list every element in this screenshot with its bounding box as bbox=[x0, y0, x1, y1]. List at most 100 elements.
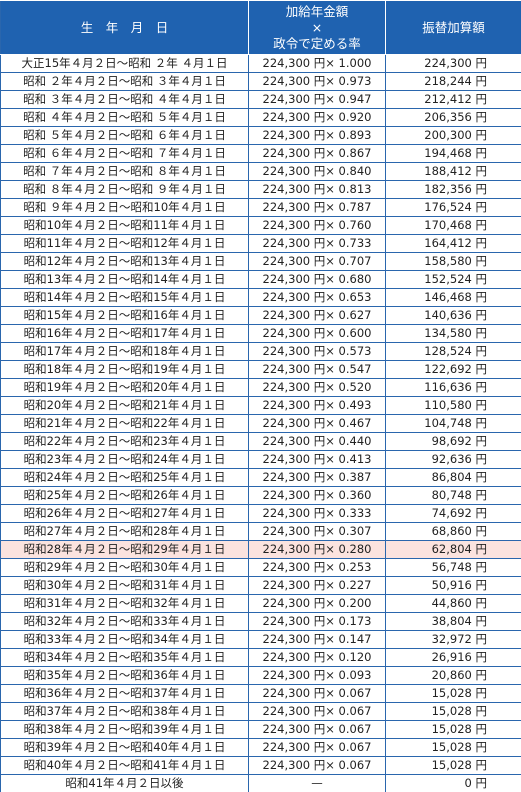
table-cell: 38,804 円 bbox=[385, 612, 521, 631]
table-cell: 224,300 円× 0.653 bbox=[248, 288, 386, 307]
header-row: 生 年 月 日 加給年金額 × 政令で定める率 振替加算額 bbox=[0, 0, 521, 55]
table-cell: 昭和11年４月２日～昭和12年４月１日 bbox=[0, 234, 249, 253]
table-cell: — bbox=[248, 774, 386, 792]
table-cell: 134,580 円 bbox=[385, 324, 521, 343]
table-cell: 224,300 円× 0.067 bbox=[248, 720, 386, 739]
table-cell: 200,300 円 bbox=[385, 126, 521, 145]
table-cell: 224,300 円× 0.547 bbox=[248, 360, 386, 379]
table-cell: 224,300 円× 0.333 bbox=[248, 504, 386, 523]
table-cell: 146,468 円 bbox=[385, 288, 521, 307]
table-cell: 昭和23年４月２日～昭和24年４月１日 bbox=[0, 450, 249, 469]
table-cell: 昭和15年４月２日～昭和16年４月１日 bbox=[0, 306, 249, 325]
table-cell: 昭和39年４月２日～昭和40年４月１日 bbox=[0, 738, 249, 757]
table-cell: 昭和 ２年４月２日～昭和 ３年４月１日 bbox=[0, 72, 249, 91]
table-cell: 32,972 円 bbox=[385, 630, 521, 649]
table-cell: 15,028 円 bbox=[385, 720, 521, 739]
table-row: 昭和32年４月２日～昭和33年４月１日 224,300 円× 0.173 38,80… bbox=[0, 612, 521, 631]
table-cell: 昭和14年４月２日～昭和15年４月１日 bbox=[0, 288, 249, 307]
table-cell: 昭和31年４月２日～昭和32年４月１日 bbox=[0, 594, 249, 613]
table-cell: 224,300 円× 0.307 bbox=[248, 522, 386, 541]
table-cell: 昭和25年４月２日～昭和26年４月１日 bbox=[0, 486, 249, 505]
table-row: 大正15年４月２日～昭和 ２年 ４月１日 224,300 円× 1.000 224,… bbox=[0, 54, 521, 73]
table-cell: 224,300 円× 0.600 bbox=[248, 324, 386, 343]
table-cell: 224,300 円× 0.227 bbox=[248, 576, 386, 595]
table-cell: 昭和 ３年４月２日～昭和 ４年４月１日 bbox=[0, 90, 249, 109]
table-cell: 86,804 円 bbox=[385, 468, 521, 487]
table-cell: 昭和18年４月２日～昭和19年４月１日 bbox=[0, 360, 249, 379]
table-row: 昭和 ２年４月２日～昭和 ３年４月１日 224,300 円× 0.973 218,2… bbox=[0, 72, 521, 91]
table-row: 昭和24年４月２日～昭和25年４月１日 224,300 円× 0.387 86,80… bbox=[0, 468, 521, 487]
table-cell: 56,748 円 bbox=[385, 558, 521, 577]
table-cell: 224,300 円× 0.413 bbox=[248, 450, 386, 469]
table-row: 昭和36年４月２日～昭和37年４月１日 224,300 円× 0.067 15,02… bbox=[0, 684, 521, 703]
table-cell: 昭和27年４月２日～昭和28年４月１日 bbox=[0, 522, 249, 541]
table-row: 昭和19年４月２日～昭和20年４月１日 224,300 円× 0.520 116,6… bbox=[0, 378, 521, 397]
table-cell: 20,860 円 bbox=[385, 666, 521, 685]
table-row: 昭和28年４月２日～昭和29年４月１日 224,300 円× 0.280 62,80… bbox=[0, 540, 521, 559]
table-row: 昭和16年４月２日～昭和17年４月１日 224,300 円× 0.600 134,5… bbox=[0, 324, 521, 343]
header-line: 加給年金額 bbox=[285, 3, 349, 19]
table-cell: 15,028 円 bbox=[385, 702, 521, 721]
table-cell: 218,244 円 bbox=[385, 72, 521, 91]
table-cell: 44,860 円 bbox=[385, 594, 521, 613]
table-cell: 昭和29年４月２日～昭和30年４月１日 bbox=[0, 558, 249, 577]
table-cell: 224,300 円× 0.760 bbox=[248, 216, 386, 235]
table-cell: 224,300 円× 0.173 bbox=[248, 612, 386, 631]
table-cell: 昭和 ５年４月２日～昭和 ６年４月１日 bbox=[0, 126, 249, 145]
table-cell: 26,916 円 bbox=[385, 648, 521, 667]
table-row: 昭和34年４月２日～昭和35年４月１日 224,300 円× 0.120 26,91… bbox=[0, 648, 521, 667]
table-row: 昭和 ３年４月２日～昭和 ４年４月１日 224,300 円× 0.947 212,4… bbox=[0, 90, 521, 109]
table-cell: 158,580 円 bbox=[385, 252, 521, 271]
table-row: 昭和18年４月２日～昭和19年４月１日 224,300 円× 0.547 122,6… bbox=[0, 360, 521, 379]
table-cell: 昭和 ８年４月２日～昭和 ９年４月１日 bbox=[0, 180, 249, 199]
table-cell: 昭和30年４月２日～昭和31年４月１日 bbox=[0, 576, 249, 595]
table-cell: 昭和41年４月２日以後 bbox=[0, 774, 249, 792]
table-cell: 224,300 円× 0.067 bbox=[248, 702, 386, 721]
table-cell: 15,028 円 bbox=[385, 756, 521, 775]
table-cell: 224,300 円× 0.067 bbox=[248, 756, 386, 775]
table-cell: 80,748 円 bbox=[385, 486, 521, 505]
header-line: 政令で定める率 bbox=[273, 35, 361, 51]
table-cell: 188,412 円 bbox=[385, 162, 521, 181]
table-cell: 0 円 bbox=[385, 774, 521, 792]
table-cell: 122,692 円 bbox=[385, 360, 521, 379]
table-cell: 224,300 円× 0.867 bbox=[248, 144, 386, 163]
table-cell: 224,300 円× 0.093 bbox=[248, 666, 386, 685]
table-row: 昭和37年４月２日～昭和38年４月１日 224,300 円× 0.067 15,02… bbox=[0, 702, 521, 721]
table-cell: 昭和21年４月２日～昭和22年４月１日 bbox=[0, 414, 249, 433]
table-cell: 224,300 円× 0.893 bbox=[248, 126, 386, 145]
table-cell: 昭和10年４月２日～昭和11年４月１日 bbox=[0, 216, 249, 235]
header-cell: 加給年金額 × 政令で定める率 bbox=[248, 0, 386, 55]
table-cell: 140,636 円 bbox=[385, 306, 521, 325]
table-row: 昭和22年４月２日～昭和23年４月１日 224,300 円× 0.440 98,69… bbox=[0, 432, 521, 451]
table-cell: 224,300 円× 0.947 bbox=[248, 90, 386, 109]
table-row: 昭和14年４月２日～昭和15年４月１日 224,300 円× 0.653 146,4… bbox=[0, 288, 521, 307]
table-row: 昭和13年４月２日～昭和14年４月１日 224,300 円× 0.680 152,5… bbox=[0, 270, 521, 289]
table-row: 昭和 ４年４月２日～昭和 ５年４月１日 224,300 円× 0.920 206,3… bbox=[0, 108, 521, 127]
table-row: 昭和25年４月２日～昭和26年４月１日 224,300 円× 0.360 80,74… bbox=[0, 486, 521, 505]
table-row: 昭和33年４月２日～昭和34年４月１日 224,300 円× 0.147 32,97… bbox=[0, 630, 521, 649]
table-row: 昭和35年４月２日～昭和36年４月１日 224,300 円× 0.093 20,86… bbox=[0, 666, 521, 685]
table-cell: 224,300 円× 0.707 bbox=[248, 252, 386, 271]
table-cell: 昭和22年４月２日～昭和23年４月１日 bbox=[0, 432, 249, 451]
table-cell: 164,412 円 bbox=[385, 234, 521, 253]
table-cell: 110,580 円 bbox=[385, 396, 521, 415]
table-cell: 昭和 ９年４月２日～昭和10年４月１日 bbox=[0, 198, 249, 217]
table-cell: 15,028 円 bbox=[385, 738, 521, 757]
table-cell: 224,300 円 bbox=[385, 54, 521, 73]
table-cell: 224,300 円× 0.067 bbox=[248, 684, 386, 703]
table-row: 昭和30年４月２日～昭和31年４月１日 224,300 円× 0.227 50,91… bbox=[0, 576, 521, 595]
table-cell: 224,300 円× 0.280 bbox=[248, 540, 386, 559]
table-cell: 170,468 円 bbox=[385, 216, 521, 235]
table-cell: 224,300 円× 0.733 bbox=[248, 234, 386, 253]
table-cell: 大正15年４月２日～昭和 ２年 ４月１日 bbox=[0, 54, 249, 73]
table-cell: 224,300 円× 1.000 bbox=[248, 54, 386, 73]
table-row: 昭和12年４月２日～昭和13年４月１日 224,300 円× 0.707 158,5… bbox=[0, 252, 521, 271]
table-cell: 194,468 円 bbox=[385, 144, 521, 163]
table-cell: 224,300 円× 0.813 bbox=[248, 180, 386, 199]
table-cell: 昭和 ６年４月２日～昭和 ７年４月１日 bbox=[0, 144, 249, 163]
table-cell: 昭和37年４月２日～昭和38年４月１日 bbox=[0, 702, 249, 721]
table-row: 昭和39年４月２日～昭和40年４月１日 224,300 円× 0.067 15,02… bbox=[0, 738, 521, 757]
table-cell: 昭和38年４月２日～昭和39年４月１日 bbox=[0, 720, 249, 739]
